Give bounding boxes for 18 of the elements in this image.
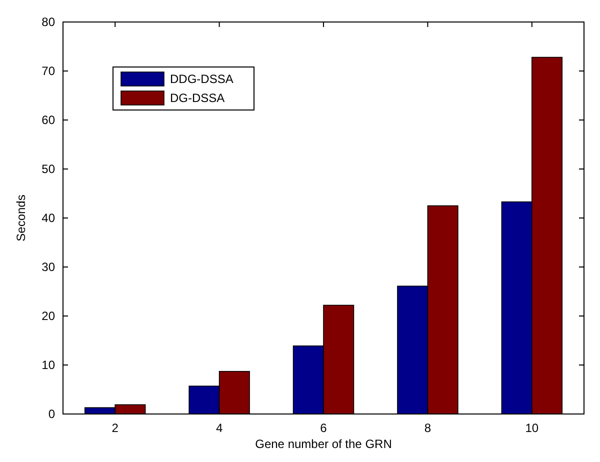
x-axis-title: Gene number of the GRN [255, 437, 392, 451]
x-tick-label: 6 [320, 421, 328, 435]
y-tick-label: 30 [42, 260, 56, 274]
y-tick-label: 50 [42, 162, 56, 176]
y-tick-label: 80 [42, 15, 56, 30]
y-tick-label: 70 [42, 64, 56, 78]
x-tick-label: 10 [525, 421, 539, 435]
y-tick-label: 20 [42, 309, 56, 324]
y-tick-label: 10 [42, 358, 56, 372]
y-tick-label: 60 [42, 113, 56, 128]
y-tick-label: 40 [42, 211, 56, 226]
x-tick-label: 2 [112, 421, 119, 435]
y-axis-title: Seconds [14, 194, 28, 242]
y-tick-label: 0 [48, 407, 56, 422]
x-tick-label: 4 [216, 421, 223, 435]
x-tick-label: 8 [424, 421, 432, 435]
legend-label: DDG-DSSA [170, 72, 234, 86]
legend-label: DG-DSSA [170, 91, 225, 105]
